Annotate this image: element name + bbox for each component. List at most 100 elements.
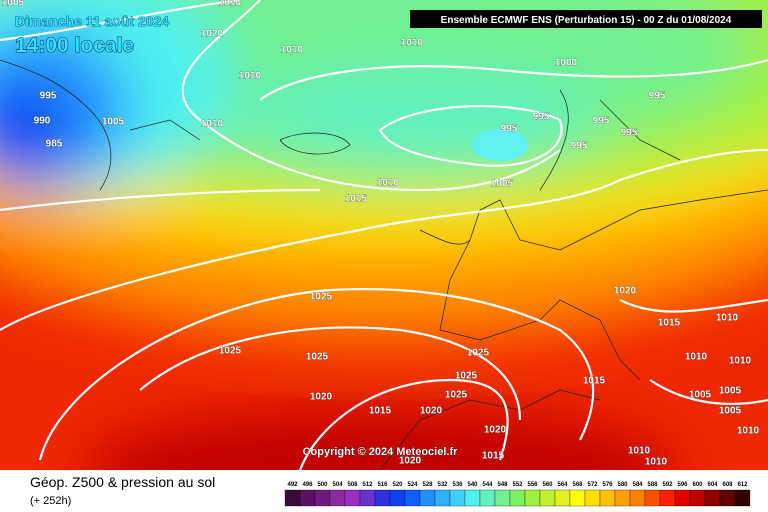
colorbar-label: 580	[617, 482, 628, 488]
isobar-label: 1010	[645, 457, 668, 468]
colorbar-swatch	[524, 489, 541, 507]
caption-title: Géop. Z500 & pression au sol	[30, 474, 215, 490]
colorbar-label: 600	[692, 482, 703, 488]
colorbar-swatch	[299, 489, 316, 507]
colorbar-swatch	[719, 489, 736, 507]
colorbar-swatch	[674, 489, 691, 507]
isobar-label: 1025	[219, 346, 242, 357]
run-info: Ensemble ECMWF ENS (Perturbation 15) - 0…	[441, 15, 732, 26]
colorbar-label: 536	[452, 482, 463, 488]
isobar-label: 990	[34, 116, 51, 127]
isobar-label: 1005	[719, 386, 742, 397]
isobar-label: 1020	[310, 392, 333, 403]
colorbar-swatch	[359, 489, 376, 507]
colorbar-label: 548	[497, 482, 508, 488]
colorbar-swatch	[329, 489, 346, 507]
colorbar-swatch	[569, 489, 586, 507]
colorbar-swatch	[404, 489, 421, 507]
colorbar-swatch	[419, 489, 436, 507]
isobar-label: 1010	[219, 0, 242, 9]
forecast-date: Dimanche 11 août 2024	[15, 13, 169, 29]
colorbar-swatch	[434, 489, 451, 507]
isobar-label: 1025	[306, 352, 329, 363]
colorbar-label: 604	[707, 482, 718, 488]
isobar-label: 1020	[420, 406, 443, 417]
colorbar-label: 608	[722, 482, 733, 488]
isobar-label: 1005	[102, 117, 125, 128]
caption-subtitle: (+ 252h)	[30, 495, 71, 507]
isobar-label: 1025	[445, 390, 468, 401]
isobar-label: 1005	[2, 0, 25, 9]
isobar-label: 995	[40, 91, 57, 102]
isobar-label: 1010	[239, 71, 262, 82]
colorbar-label: 532	[437, 482, 448, 488]
colorbar-label: 556	[527, 482, 538, 488]
colorbar-swatch	[389, 489, 406, 507]
colorbar-label: 596	[677, 482, 688, 488]
isobar-label: 995	[593, 116, 610, 127]
colorbar-label: 524	[407, 482, 418, 488]
colorbar-label: 496	[302, 482, 313, 488]
isobar-label: 1015	[482, 451, 505, 462]
colorbar-label: 560	[542, 482, 553, 488]
isobar-label: 1015	[345, 194, 368, 205]
isobar-label: 995	[621, 128, 638, 139]
isobar-label: 1025	[455, 371, 478, 382]
colorbar-label: 552	[512, 482, 523, 488]
colorbar-label: 588	[647, 482, 658, 488]
isobar-label: 1005	[491, 179, 514, 190]
colorbar-swatch	[314, 489, 331, 507]
isobar-label: 1015	[658, 318, 681, 329]
isobar-label: 1005	[689, 390, 712, 401]
isobar-label: 1010	[729, 356, 752, 367]
isobar-label: 1020	[484, 425, 507, 436]
isobar-label: 1020	[201, 29, 224, 40]
colorbar-swatch	[704, 489, 721, 507]
colorbar-label: 520	[392, 482, 403, 488]
isobar-label: 1020	[399, 456, 422, 467]
colorbar-swatch	[539, 489, 556, 507]
colorbar-label: 528	[422, 482, 433, 488]
copyright: Copyright © 2024 Meteociel.fr	[303, 446, 459, 458]
isobar-label: 995	[649, 91, 666, 102]
isobar-label: 1025	[467, 348, 490, 359]
colorbar-label: 592	[662, 482, 673, 488]
isobar-labels: 1005 101010201010101010001010995990985100…	[2, 0, 760, 468]
colorbar-swatch	[344, 489, 361, 507]
isobar-label: 1010	[716, 313, 739, 324]
colorbar-swatch	[479, 489, 496, 507]
colorbar-label: 584	[632, 482, 643, 488]
colorbar-swatch	[554, 489, 571, 507]
isobar-label: 1010	[201, 119, 224, 130]
colorbar-swatch	[689, 489, 706, 507]
isobar-label: 995	[533, 112, 550, 123]
colorbar-label: 508	[347, 482, 358, 488]
colorbar-swatch	[509, 489, 526, 507]
isobar-label: 1010	[377, 178, 400, 189]
colorbar-swatch	[494, 489, 511, 507]
isobar-label: 1015	[369, 406, 392, 417]
colorbar-label: 612	[737, 482, 748, 488]
colorbar-label: 512	[362, 482, 373, 488]
run-box	[410, 10, 762, 28]
isobar-label: 1015	[583, 376, 606, 387]
colorbar-label: 568	[572, 482, 583, 488]
isobar-label: 995	[571, 141, 588, 152]
colorbar: 492 496 500 504 508 512 516 520 524 528 532 536 540 5…	[284, 482, 751, 507]
colorbar-swatch	[599, 489, 616, 507]
isobar-label: 1000	[555, 58, 578, 69]
colorbar-swatch	[614, 489, 631, 507]
colorbar-label: 500	[317, 482, 328, 488]
isobar-label: 995	[501, 124, 518, 135]
colorbar-label: 544	[482, 482, 493, 488]
isobar-label: 1010	[281, 45, 304, 56]
isobar-label: 1010	[628, 446, 651, 457]
colorbar-label: 540	[467, 482, 478, 488]
colorbar-swatch	[464, 489, 481, 507]
colorbar-swatch	[584, 489, 601, 507]
colorbar-swatch	[374, 489, 391, 507]
colorbar-swatch	[734, 489, 751, 507]
colorbar-swatch	[644, 489, 661, 507]
isobar-label: 1010	[685, 352, 708, 363]
